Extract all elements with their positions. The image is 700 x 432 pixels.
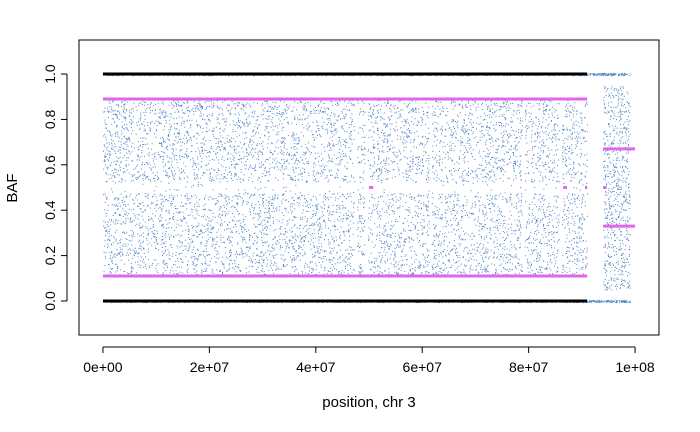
x-axis-title: position, chr 3 xyxy=(322,394,415,411)
x-tick-label: 8e+07 xyxy=(509,359,549,375)
y-tick-label: 0.2 xyxy=(42,246,58,266)
x-tick-label: 2e+07 xyxy=(190,359,230,375)
x-tick-label: 4e+07 xyxy=(296,359,336,375)
y-tick-label: 0.8 xyxy=(42,109,58,129)
y-axis-title: BAF xyxy=(4,173,21,202)
y-tick-label: 0.4 xyxy=(42,200,58,220)
x-tick-label: 1e+08 xyxy=(615,359,655,375)
baf-points xyxy=(103,72,631,304)
x-tick-label: 0e+00 xyxy=(83,359,123,375)
x-axis: 0e+00 2e+07 4e+07 6e+07 8e+07 1e+08 xyxy=(83,346,655,375)
y-tick-label: 0.0 xyxy=(42,291,58,311)
plot-frame xyxy=(78,39,660,336)
x-tick-label: 6e+07 xyxy=(403,359,443,375)
y-tick-label: 1.0 xyxy=(42,64,58,84)
points-layer xyxy=(103,72,631,304)
lines-layer xyxy=(102,72,636,303)
y-tick-label: 0.6 xyxy=(42,155,58,175)
y-axis: 0.0 0.2 0.4 0.6 0.8 1.0 xyxy=(42,64,68,311)
